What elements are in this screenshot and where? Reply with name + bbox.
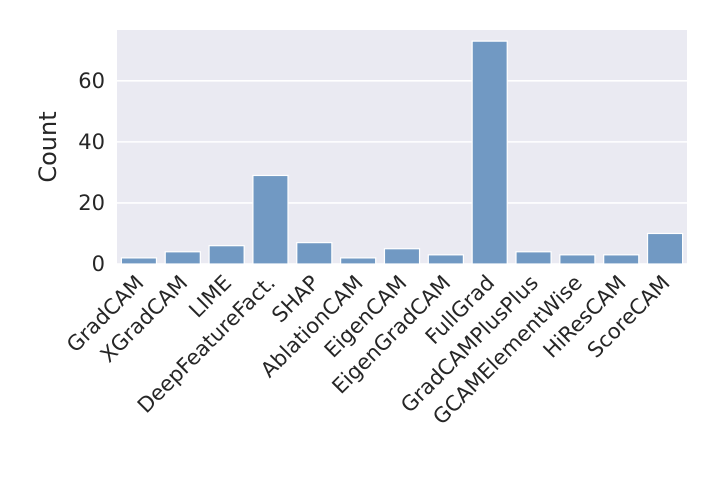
bar-lime bbox=[208, 245, 245, 265]
y-tick-labels: 0 20 40 60 bbox=[78, 69, 105, 276]
plot-area bbox=[117, 30, 687, 264]
y-tick-label: 20 bbox=[78, 191, 105, 215]
y-tick-label: 60 bbox=[78, 69, 105, 93]
bar-eigengradcam bbox=[427, 254, 464, 265]
bar-hirescam bbox=[603, 254, 640, 265]
bar-fullgrad bbox=[471, 40, 508, 265]
bar-gradcam bbox=[120, 257, 158, 265]
x-tick-labels: GradCAMXGradCAMLIMEDeepFeatureFact.SHAPA… bbox=[62, 271, 675, 430]
bar-eigencam bbox=[383, 248, 421, 265]
bar-scorecam bbox=[646, 232, 684, 265]
bar-xgradcam bbox=[164, 251, 201, 265]
bar-gcamelementwise bbox=[559, 254, 596, 265]
y-tick-label: 40 bbox=[78, 130, 105, 154]
y-tick-label: 0 bbox=[92, 252, 105, 276]
y-axis-label: Count bbox=[34, 111, 62, 182]
bar-gradcamplusplus bbox=[515, 251, 552, 265]
bar-ablationcam bbox=[340, 257, 377, 265]
bar-shap bbox=[296, 242, 333, 265]
bars bbox=[120, 40, 684, 265]
bar-deepfeaturefact bbox=[252, 174, 289, 265]
